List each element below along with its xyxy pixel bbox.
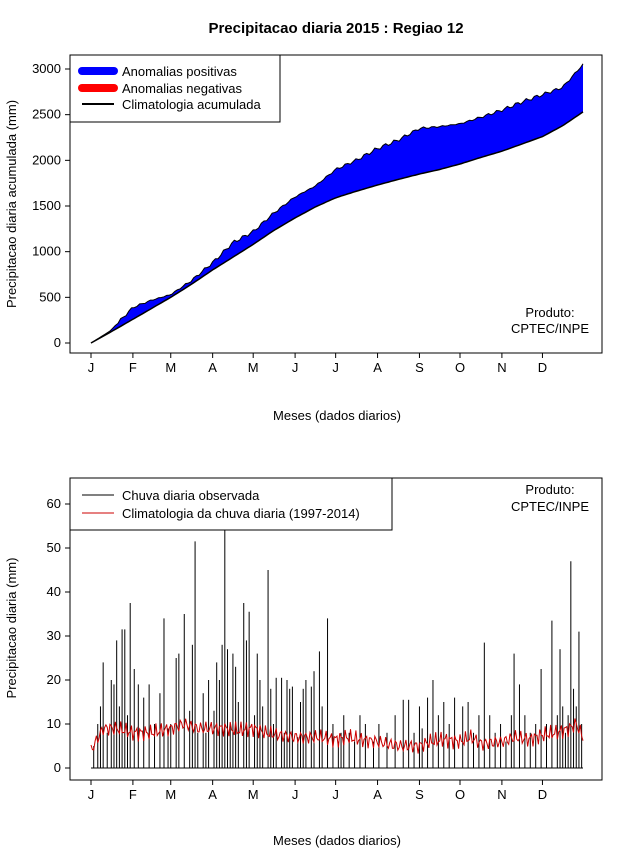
x-tick-label: N xyxy=(497,787,506,802)
climatology-accumulated-line xyxy=(90,111,584,344)
x-tick-label: A xyxy=(208,360,217,375)
x-tick-label: J xyxy=(88,787,95,802)
legend-label-observed: Chuva diaria observada xyxy=(122,488,260,503)
daily-precipitation-chart: 0 10 20 30 40 50 60 J F M A M J J A S O N D Chuva diaria o… xyxy=(4,477,603,848)
observed-accumulated-line xyxy=(90,63,584,344)
y-tick-label: 3000 xyxy=(32,61,61,76)
bottom-x-axis-label: Meses (dados diarios) xyxy=(273,833,401,848)
x-tick-label: N xyxy=(497,360,506,375)
top-x-axis-label: Meses (dados diarios) xyxy=(273,408,401,423)
legend-label-climatology: Climatologia acumulada xyxy=(122,97,262,112)
climatology-line-group xyxy=(90,718,584,754)
y-tick-label: 60 xyxy=(47,496,61,511)
x-tick-label: J xyxy=(292,787,299,802)
bottom-legend: Chuva diaria observada Climatologia da c… xyxy=(69,477,393,531)
y-tick-label: 50 xyxy=(47,540,61,555)
climatology-daily-line xyxy=(90,718,584,754)
y-tick-label: 0 xyxy=(54,335,61,350)
x-tick-label: J xyxy=(88,360,95,375)
x-tick-label: F xyxy=(129,787,137,802)
top-y-axis-label: Precipitacao diaria acumulada (mm) xyxy=(4,100,19,308)
legend-label-positive: Anomalias positivas xyxy=(122,64,237,79)
x-tick-label: A xyxy=(373,360,382,375)
x-tick-label: J xyxy=(332,360,339,375)
y-tick-label: 40 xyxy=(47,584,61,599)
product-source-bottom: CPTEC/INPE xyxy=(511,499,589,514)
legend-label-climatology-daily: Climatologia da chuva diaria (1997-2014) xyxy=(122,506,360,521)
y-tick-label: 10 xyxy=(47,716,61,731)
observed-rain-bars xyxy=(91,530,583,769)
y-tick-label: 2500 xyxy=(32,107,61,122)
top-plot-frame xyxy=(69,54,603,354)
x-tick-label: O xyxy=(455,787,465,802)
accumulated-precipitation-chart: Precipitacao diaria 2015 : Regiao 12 0 50… xyxy=(4,20,603,423)
bottom-legend-box xyxy=(69,477,393,531)
x-tick-label: J xyxy=(292,360,299,375)
y-tick-label: 1000 xyxy=(32,244,61,259)
legend-label-negative: Anomalias negativas xyxy=(122,81,242,96)
y-tick-label: 2000 xyxy=(32,152,61,167)
product-source: CPTEC/INPE xyxy=(511,321,589,336)
x-tick-label: S xyxy=(415,360,424,375)
y-tick-label: 20 xyxy=(47,672,61,687)
y-tick-label: 500 xyxy=(39,289,61,304)
x-tick-label: D xyxy=(538,360,547,375)
x-tick-label: M xyxy=(248,787,259,802)
product-label: Produto: xyxy=(525,305,574,320)
x-tick-label: D xyxy=(538,787,547,802)
anomaly-area-group xyxy=(90,63,584,344)
product-label-bottom: Produto: xyxy=(525,482,574,497)
x-tick-label: A xyxy=(208,787,217,802)
chart-title: Precipitacao diaria 2015 : Regiao 12 xyxy=(208,20,463,37)
x-tick-label: A xyxy=(373,787,382,802)
x-tick-label: F xyxy=(129,360,137,375)
x-tick-label: J xyxy=(332,787,339,802)
x-tick-label: M xyxy=(165,787,176,802)
bottom-y-axis-label: Precipitacao diaria (mm) xyxy=(4,558,19,699)
y-tick-label: 0 xyxy=(54,760,61,775)
top-legend: Anomalias positivas Anomalias negativas … xyxy=(69,54,281,123)
x-tick-label: O xyxy=(455,360,465,375)
x-tick-label: S xyxy=(415,787,424,802)
positive-anomaly-area xyxy=(91,63,583,344)
x-tick-label: M xyxy=(248,360,259,375)
y-tick-label: 1500 xyxy=(32,198,61,213)
y-tick-label: 30 xyxy=(47,628,61,643)
x-tick-label: M xyxy=(165,360,176,375)
